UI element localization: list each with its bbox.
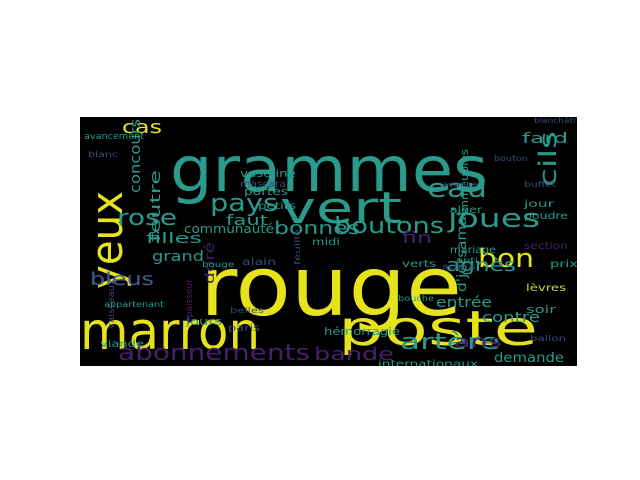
cloud-word: poste <box>338 301 538 357</box>
cloud-word: feuille <box>293 229 302 265</box>
cloud-word: eau <box>427 174 487 204</box>
cloud-word: alger <box>450 205 483 216</box>
cloud-word: marron <box>80 302 260 362</box>
cloud-word: bande <box>314 344 394 365</box>
cloud-word: artère <box>400 330 500 355</box>
cloud-word: bon <box>478 244 534 274</box>
cloud-word: rouge <box>200 240 462 335</box>
cloud-word: bouche <box>398 294 434 303</box>
cloud-word: grammes <box>170 133 488 206</box>
cloud-word: blanc <box>88 150 118 159</box>
cloud-word: petits <box>258 201 296 212</box>
cloud-word: avance <box>442 180 478 189</box>
cloud-word: yeux <box>82 191 133 289</box>
cloud-word: communauté <box>184 222 274 236</box>
cloud-word: belles <box>230 306 264 315</box>
cloud-word: bonnes <box>274 218 360 239</box>
cloud-word: immeubles <box>458 149 471 215</box>
cloud-word: feutre <box>148 170 164 242</box>
cloud-word: section <box>524 241 568 252</box>
cloud-word: poudre <box>524 211 568 222</box>
cloud-word: bleus <box>90 269 154 290</box>
cloud-word: cils <box>534 131 562 187</box>
cloud-word: prix <box>550 259 577 270</box>
cloud-word: soir <box>526 303 557 316</box>
word-cloud: rouge grammes marron poste yeux vert eau joues p… <box>80 117 577 366</box>
cloud-word: filles <box>146 231 202 247</box>
cloud-word: épaisseur <box>184 279 195 323</box>
cloud-word: avancement <box>84 132 144 142</box>
cloud-word: midi <box>312 237 340 248</box>
cloud-word: vaisseaux <box>107 278 117 329</box>
cloud-word: joues <box>447 204 540 234</box>
cloud-word: doré <box>203 242 218 284</box>
cloud-word: mascara <box>240 179 286 190</box>
cloud-word: appartenant <box>104 300 164 309</box>
cloud-word: abonnements <box>118 341 310 366</box>
cloud-word: d'jersamat <box>455 210 470 292</box>
cloud-word: verts <box>402 259 436 270</box>
cloud-word: viande <box>100 339 144 350</box>
cloud-word: buffet <box>524 180 556 189</box>
cloud-word: alain <box>242 257 276 268</box>
cloud-word: apti <box>456 256 478 265</box>
cloud-word: fard <box>522 131 568 147</box>
cloud-word: lèvres <box>526 282 566 294</box>
cloud-word: faut <box>226 213 269 229</box>
cloud-word: cas <box>122 117 162 138</box>
cloud-word: concours <box>128 119 144 193</box>
cloud-word: entrée <box>436 295 492 311</box>
cloud-word: contre <box>482 310 540 326</box>
cloud-word: paris <box>228 323 260 334</box>
cloud-word: blanchâtre <box>534 117 577 125</box>
cloud-word: fin <box>402 228 432 247</box>
cloud-word: agnès <box>446 255 516 276</box>
cloud-background <box>80 117 577 366</box>
cloud-word: portes <box>244 185 288 198</box>
cloud-word: vaseline <box>240 167 296 180</box>
cloud-word: bouge <box>202 260 234 269</box>
cloud-word: demande <box>494 351 564 366</box>
cloud-word: rose <box>117 206 177 231</box>
cloud-word: grand <box>152 249 204 265</box>
cloud-word: pays <box>210 189 278 217</box>
cloud-word: ballon <box>530 334 566 343</box>
cloud-word: jours <box>185 315 223 328</box>
cloud-word: mariage <box>450 245 496 256</box>
cloud-word: jour <box>522 199 555 210</box>
cloud-word: ans <box>454 332 502 351</box>
cloud-word: bouton <box>494 154 528 163</box>
cloud-word: vert <box>280 183 402 234</box>
cloud-word: internationaux <box>378 359 478 366</box>
cloud-word: hémorragie <box>324 325 400 338</box>
cloud-word: acquis <box>442 262 476 271</box>
cloud-word: boutons <box>334 214 444 239</box>
